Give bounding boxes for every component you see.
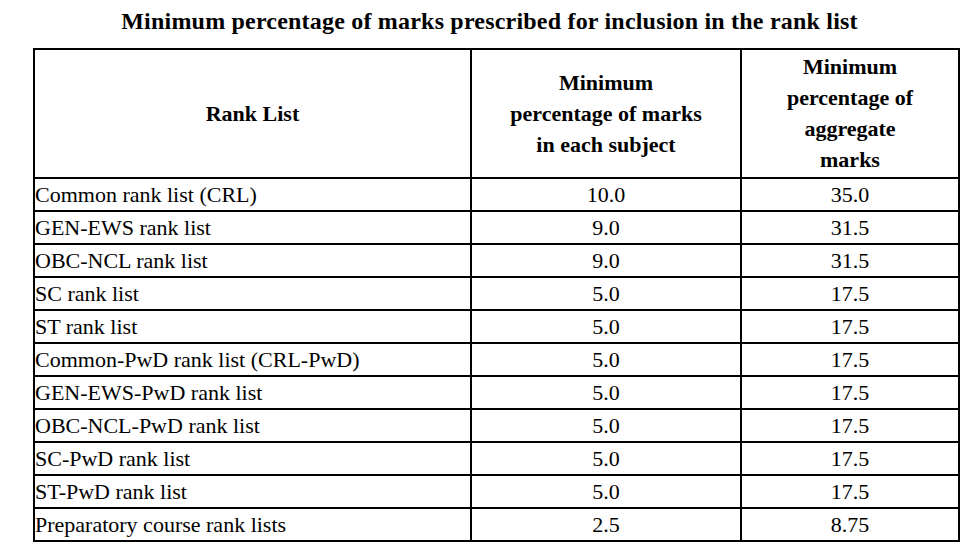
aggregate-pct-cell: 17.5 [741, 442, 959, 475]
subject-pct-cell: 10.0 [471, 178, 741, 211]
subject-pct-cell: 5.0 [471, 409, 741, 442]
header-line: marks [746, 144, 954, 175]
header-line: Rank List [39, 98, 466, 129]
table-row: OBC-NCL-PwD rank list 5.0 17.5 [34, 409, 959, 442]
page-title: Minimum percentage of marks prescribed f… [0, 0, 979, 36]
header-line: percentage of [746, 82, 954, 113]
rank-list-cell: Common rank list (CRL) [34, 178, 471, 211]
table-row: OBC-NCL rank list 9.0 31.5 [34, 244, 959, 277]
table-row: SC-PwD rank list 5.0 17.5 [34, 442, 959, 475]
table-row: Common rank list (CRL) 10.0 35.0 [34, 178, 959, 211]
header-line: Minimum [476, 67, 736, 98]
table-row: SC rank list 5.0 17.5 [34, 277, 959, 310]
rank-list-cell: Preparatory course rank lists [34, 508, 471, 541]
aggregate-pct-cell: 31.5 [741, 211, 959, 244]
header-subject-percentage: Minimum percentage of marks in each subj… [471, 49, 741, 178]
header-rank-list: Rank List [34, 49, 471, 178]
subject-pct-cell: 5.0 [471, 376, 741, 409]
subject-pct-cell: 2.5 [471, 508, 741, 541]
rank-list-cell: OBC-NCL-PwD rank list [34, 409, 471, 442]
table-row: ST-PwD rank list 5.0 17.5 [34, 475, 959, 508]
table-row: GEN-EWS-PwD rank list 5.0 17.5 [34, 376, 959, 409]
aggregate-pct-cell: 17.5 [741, 475, 959, 508]
subject-pct-cell: 5.0 [471, 475, 741, 508]
subject-pct-cell: 5.0 [471, 310, 741, 343]
aggregate-pct-cell: 8.75 [741, 508, 959, 541]
aggregate-pct-cell: 17.5 [741, 409, 959, 442]
rank-list-cell: SC rank list [34, 277, 471, 310]
aggregate-pct-cell: 17.5 [741, 277, 959, 310]
header-line: Minimum [746, 51, 954, 82]
header-aggregate-percentage: Minimum percentage of aggregate marks [741, 49, 959, 178]
aggregate-pct-cell: 17.5 [741, 343, 959, 376]
aggregate-pct-cell: 31.5 [741, 244, 959, 277]
aggregate-pct-cell: 17.5 [741, 376, 959, 409]
rank-list-cell: ST rank list [34, 310, 471, 343]
aggregate-pct-cell: 35.0 [741, 178, 959, 211]
subject-pct-cell: 9.0 [471, 211, 741, 244]
table-row: Preparatory course rank lists 2.5 8.75 [34, 508, 959, 541]
subject-pct-cell: 9.0 [471, 244, 741, 277]
rank-list-cell: GEN-EWS-PwD rank list [34, 376, 471, 409]
table-row: ST rank list 5.0 17.5 [34, 310, 959, 343]
document-page: Minimum percentage of marks prescribed f… [0, 0, 979, 542]
header-line: percentage of marks [476, 98, 736, 129]
rank-list-cell: ST-PwD rank list [34, 475, 471, 508]
rank-list-cell: GEN-EWS rank list [34, 211, 471, 244]
table-row: Common-PwD rank list (CRL-PwD) 5.0 17.5 [34, 343, 959, 376]
header-line: in each subject [476, 129, 736, 160]
subject-pct-cell: 5.0 [471, 343, 741, 376]
subject-pct-cell: 5.0 [471, 442, 741, 475]
subject-pct-cell: 5.0 [471, 277, 741, 310]
rank-list-cell: Common-PwD rank list (CRL-PwD) [34, 343, 471, 376]
table-row: GEN-EWS rank list 9.0 31.5 [34, 211, 959, 244]
rank-list-cell: OBC-NCL rank list [34, 244, 471, 277]
aggregate-pct-cell: 17.5 [741, 310, 959, 343]
rank-list-cell: SC-PwD rank list [34, 442, 471, 475]
rank-list-table: Rank List Minimum percentage of marks in… [33, 48, 960, 542]
header-line: aggregate [746, 113, 954, 144]
header-row: Rank List Minimum percentage of marks in… [34, 49, 959, 178]
